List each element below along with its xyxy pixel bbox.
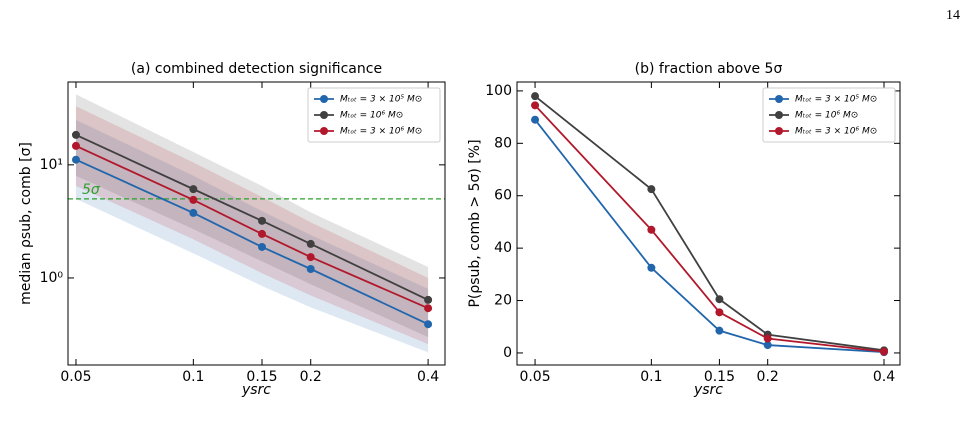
data-point (424, 295, 433, 304)
data-point (647, 263, 656, 272)
data-point (306, 253, 315, 262)
data-point (258, 242, 267, 251)
y-tick-label: 20 (494, 293, 512, 309)
data-point (531, 101, 540, 110)
legend-label: Mₜₒₜ = 3 × 10⁶ M⊙ (795, 127, 877, 137)
x-tick-label: 0.05 (519, 369, 550, 385)
y-tick-label: 0 (503, 345, 512, 361)
data-point (763, 341, 772, 350)
y-tick-label: 60 (494, 188, 512, 204)
series-line (534, 119, 885, 354)
data-point (189, 195, 198, 204)
legend-marker (320, 111, 328, 119)
data-point (531, 92, 540, 101)
data-point (258, 216, 267, 225)
y-axis-label: P(ρsub, comb > 5σ) [%] (467, 139, 483, 307)
legend-box (762, 87, 896, 143)
data-point (647, 225, 656, 234)
y-tick-label: 10⁰ (40, 270, 64, 286)
x-tick-label: 0.1 (640, 369, 662, 385)
data-point (189, 185, 198, 194)
legend-marker (775, 111, 783, 119)
y-axis-label: median ρsub, comb [σ] (18, 142, 34, 305)
legend-marker (775, 95, 783, 103)
data-point (424, 320, 433, 329)
data-point (71, 155, 80, 164)
data-point (71, 130, 80, 139)
data-point (880, 347, 889, 356)
x-axis-label: ysrc (693, 382, 723, 398)
y-tick-label: 100 (485, 83, 512, 99)
axes-frame (516, 81, 901, 366)
data-point (647, 185, 656, 194)
page-number: 14 (946, 8, 960, 23)
legend-marker (775, 127, 783, 135)
x-tick-label: 0.4 (417, 369, 439, 385)
legend-label: Mₜₒₜ = 3 × 10⁵ M⊙ (340, 95, 422, 105)
data-point (306, 264, 315, 273)
x-axis-label: ysrc (241, 382, 271, 398)
confidence-band (75, 106, 429, 345)
data-point (424, 304, 433, 313)
x-tick-label: 0.2 (757, 369, 779, 385)
plot-area (68, 94, 445, 353)
legend-marker (320, 127, 328, 135)
data-point (763, 334, 772, 343)
data-point (71, 141, 80, 150)
data-point (306, 239, 315, 248)
legend-marker (320, 95, 328, 103)
axes-frame (67, 81, 446, 366)
data-point (258, 229, 267, 238)
x-tick-label: 0.05 (60, 369, 91, 385)
legend-label: Mₜₒₜ = 3 × 10⁵ M⊙ (795, 95, 877, 105)
x-tick-label: 0.4 (873, 369, 895, 385)
legend-box (307, 87, 441, 143)
y-tick-label: 40 (494, 240, 512, 256)
data-point (715, 295, 724, 304)
confidence-band (75, 119, 429, 353)
x-tick-label: 0.15 (704, 369, 735, 385)
data-point (189, 208, 198, 217)
legend-label: Mₜₒₜ = 3 × 10⁶ M⊙ (340, 127, 422, 137)
legend-label: Mₜₒₜ = 10⁶ M⊙ (340, 111, 403, 121)
reference-label: 5σ (82, 182, 101, 198)
x-tick-label: 0.1 (182, 369, 204, 385)
x-tick-label: 0.2 (300, 369, 322, 385)
legend-label: Mₜₒₜ = 10⁶ M⊙ (795, 111, 858, 121)
x-tick-label: 0.15 (246, 369, 277, 385)
data-point (715, 326, 724, 335)
data-point (531, 115, 540, 124)
y-tick-label: 80 (494, 135, 512, 151)
chart-title: (a) combined detection significance (131, 61, 382, 77)
chart-title: (b) fraction above 5σ (635, 61, 783, 77)
data-point (715, 308, 724, 317)
y-tick-label: 10¹ (40, 157, 63, 173)
